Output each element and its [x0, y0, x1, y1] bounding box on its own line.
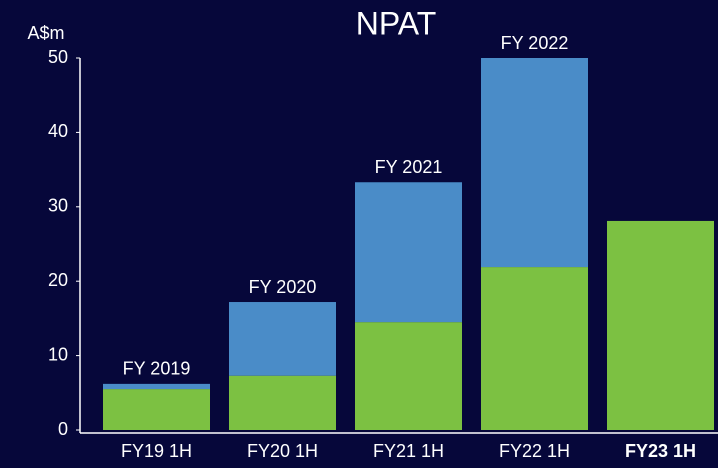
y-tick-label: 50	[48, 47, 68, 67]
x-tick-label: FY23 1H	[625, 441, 696, 461]
bar-segment	[103, 383, 210, 390]
bar-segment	[229, 302, 336, 376]
x-tick-label: FY19 1H	[121, 441, 192, 461]
bar-label: FY 2019	[123, 359, 191, 379]
bar-label: FY 2021	[375, 157, 443, 177]
y-tick-label: 30	[48, 196, 68, 216]
bar-segment	[607, 220, 714, 430]
bar-segment	[229, 375, 336, 430]
y-axis-label: A$m	[27, 23, 64, 43]
y-tick-label: 0	[58, 419, 68, 439]
x-tick-label: FY22 1H	[499, 441, 570, 461]
x-tick-label: FY21 1H	[373, 441, 444, 461]
bar-segment	[481, 58, 588, 268]
bar-segment	[481, 267, 588, 430]
bar-label: FY 2022	[501, 33, 569, 53]
y-tick-label: 10	[48, 344, 68, 364]
y-tick-label: 40	[48, 121, 68, 141]
x-tick-label: FY20 1H	[247, 441, 318, 461]
y-tick-label: 20	[48, 270, 68, 290]
bar-segment	[355, 182, 462, 323]
bar-segment	[103, 389, 210, 430]
bar-label: FY 2020	[249, 277, 317, 297]
chart-title: NPAT	[356, 5, 437, 41]
bar-segment	[355, 322, 462, 430]
